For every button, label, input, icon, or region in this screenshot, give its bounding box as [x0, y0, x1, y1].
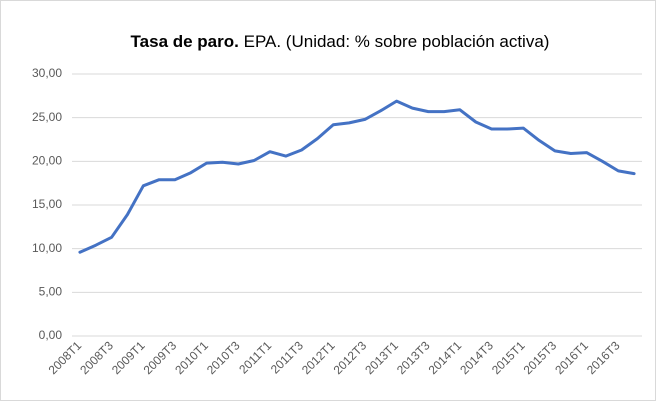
chart-title: Tasa de paro. EPA. (Unidad: % sobre pobl… — [131, 32, 550, 51]
y-tick-label: 20,00 — [32, 154, 62, 168]
title-rest: EPA. (Unidad: % sobre población activa) — [244, 32, 550, 51]
y-tick-label: 25,00 — [32, 110, 62, 124]
y-tick-label: 5,00 — [39, 285, 63, 299]
y-tick-label: 30,00 — [32, 66, 62, 80]
y-tick-label: 10,00 — [32, 241, 62, 255]
title-bold: Tasa de paro. — [131, 32, 239, 51]
line-series — [78, 99, 636, 254]
y-tick-label: 0,00 — [39, 328, 63, 342]
y-tick-label: 15,00 — [32, 197, 62, 211]
